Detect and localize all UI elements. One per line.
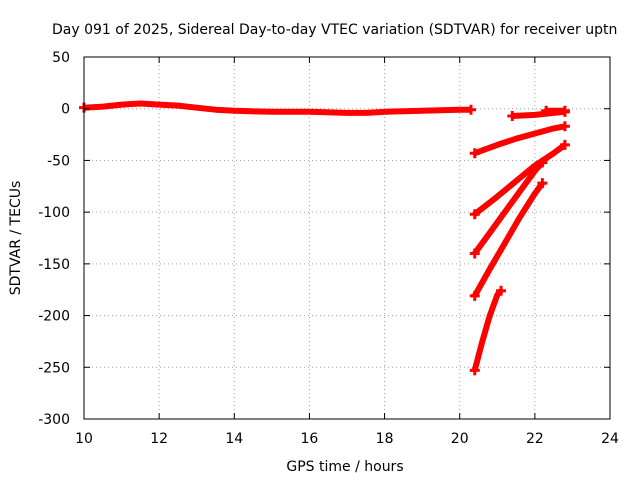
series-end-marker — [496, 285, 507, 296]
y-tick-label: 0 — [61, 102, 70, 118]
series-end-marker — [469, 290, 480, 301]
series-end-marker — [469, 148, 480, 159]
y-tick-label: -50 — [47, 153, 70, 169]
y-tick-label: 50 — [52, 50, 70, 66]
x-tick-label: 24 — [601, 431, 619, 447]
x-tick-label: 18 — [376, 431, 394, 447]
series-end-marker — [507, 110, 518, 121]
series-end-marker — [465, 104, 476, 115]
series-track-main — [83, 100, 471, 116]
series-end-marker — [537, 157, 548, 168]
series-end-marker — [469, 365, 480, 376]
series-end-marker — [559, 105, 570, 116]
series-end-marker — [537, 178, 548, 189]
series-track-rise-4 — [472, 181, 545, 298]
x-tick-label: 12 — [150, 431, 168, 447]
plot-frame — [83, 56, 611, 420]
y-tick-label: -200 — [38, 309, 70, 325]
x-tick-label: 14 — [225, 431, 243, 447]
x-tick-label: 10 — [75, 431, 93, 447]
y-axis-label: SDTVAR / TECUs — [8, 181, 24, 296]
series-end-marker — [469, 209, 480, 220]
y-tick-label: -250 — [38, 360, 70, 376]
series-track-rise-2 — [472, 142, 567, 217]
series-track-rise-1 — [473, 123, 566, 157]
y-tick-label: -150 — [38, 257, 70, 273]
series-end-marker — [469, 248, 480, 259]
y-tick-labels: 50 0 -50 -100 -150 -200 -250 -300 — [38, 50, 70, 428]
x-tick-labels: 10 12 14 16 18 20 22 24 — [75, 431, 619, 447]
y-tick-label: -300 — [38, 412, 70, 428]
x-tick-label: 20 — [451, 431, 469, 447]
axis-ticks — [83, 56, 611, 420]
data-series — [79, 100, 570, 376]
series-end-marker — [559, 121, 570, 132]
series-track-rise-5 — [471, 288, 504, 372]
y-tick-label: -100 — [38, 205, 70, 221]
series-end-marker — [541, 105, 552, 116]
x-tick-label: 16 — [301, 431, 319, 447]
x-tick-label: 22 — [526, 431, 544, 447]
x-axis-label: GPS time / hours — [286, 459, 403, 475]
chart-title: Day 091 of 2025, Sidereal Day-to-day VTE… — [52, 22, 617, 38]
series-track-rise-3 — [472, 160, 545, 256]
series-end-marker — [559, 139, 570, 150]
